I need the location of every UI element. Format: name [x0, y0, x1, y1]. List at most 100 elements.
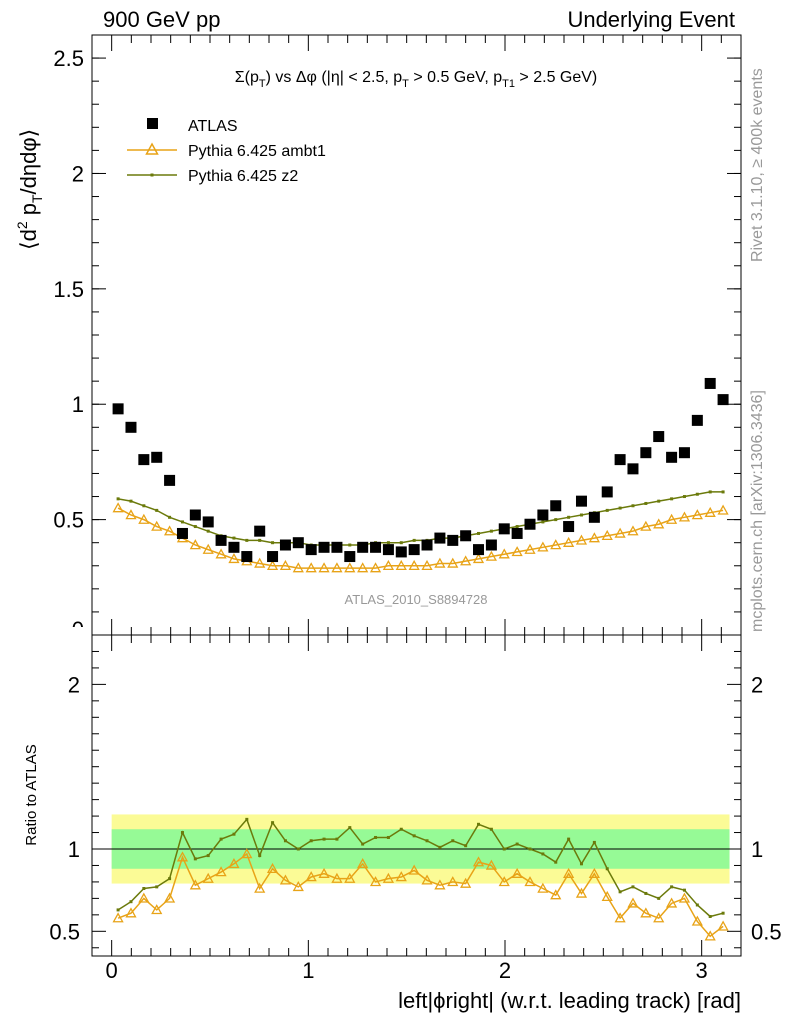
ambt1-ratio-point	[588, 867, 600, 878]
ambt1-point	[421, 559, 433, 571]
z2-point	[721, 490, 725, 494]
ambt1-ratio-point	[151, 904, 163, 915]
bottom-ytick-label: 1	[68, 837, 80, 862]
ambt1-ratio-point	[266, 862, 279, 874]
z2-ratio-point	[271, 821, 275, 825]
ambt1-point	[460, 555, 472, 566]
z2-point	[193, 525, 197, 529]
ambt1-point	[447, 557, 459, 568]
ambt1-point	[614, 527, 626, 538]
z2-point	[567, 515, 571, 519]
x-axis-label: left|ϕright| (w.r.t. leading track) [rad…	[398, 988, 741, 1013]
legend-entry-atlas: ATLAS	[147, 118, 238, 135]
z2-ratio-point	[245, 817, 249, 821]
ambt1-ratio-point	[434, 879, 446, 890]
ambt1-ratio-point	[176, 851, 189, 862]
z2-ratio-point	[258, 854, 262, 858]
z2-point	[206, 529, 210, 533]
z2-point	[142, 504, 146, 508]
top-ytick-label: 2.5	[53, 46, 84, 71]
z2-ratio-point	[695, 903, 699, 907]
header-beam: 900 GeV pp	[103, 7, 220, 32]
ambt1-point	[228, 553, 240, 564]
atlas-point	[370, 541, 382, 553]
ambt1-ratio-point	[395, 871, 407, 882]
ambt1-ratio-point	[382, 872, 395, 883]
z2-ratio-point	[567, 837, 571, 841]
z2-point	[168, 515, 172, 519]
atlas-point	[176, 527, 188, 539]
ambt1-point	[691, 509, 703, 520]
ambt1-point	[138, 513, 150, 524]
ambt1-point	[408, 559, 420, 571]
top-ytick-label: 1.5	[53, 277, 84, 302]
z2-ratio-point	[438, 845, 442, 849]
ratio-panel-frame	[91, 634, 742, 957]
z2-ratio-line	[117, 817, 724, 918]
atlas-point	[653, 431, 665, 443]
bottom-ytick-label: 0.5	[49, 919, 80, 944]
ambt1-ratio-point	[241, 848, 253, 859]
atlas-point	[601, 486, 613, 498]
ambt1-point	[550, 539, 562, 550]
z2-ratio-point	[232, 832, 236, 836]
ambt1-ratio-point	[202, 872, 214, 883]
x-tick-label: 0	[106, 958, 118, 983]
bottom-ytick-label-right: 0.5	[751, 919, 782, 944]
x-tick-label: 2	[499, 958, 511, 983]
z2-ratio-point	[605, 867, 609, 871]
z2-ratio-point	[361, 842, 365, 846]
atlas-point	[640, 447, 652, 459]
atlas-point	[460, 530, 472, 542]
ambt1-point	[305, 562, 317, 573]
atlas-point	[511, 527, 523, 539]
ambt1-ratio-point	[563, 867, 575, 878]
z2-ratio-point	[386, 835, 390, 839]
atlas-point	[485, 539, 497, 551]
ambt1-ratio-point	[472, 856, 485, 867]
z2-point	[412, 538, 416, 542]
z2-point	[631, 504, 635, 508]
atlas-point	[138, 454, 150, 466]
atlas-point	[666, 451, 678, 463]
z2-point	[515, 525, 519, 529]
atlas-point	[112, 403, 124, 415]
z2-point	[670, 497, 674, 501]
z2-ratio-point	[425, 839, 429, 843]
z2-point	[129, 499, 133, 503]
ambt1-ratio-point	[369, 876, 382, 887]
bottom-ytick-label-right: 2	[751, 672, 763, 697]
atlas-point	[151, 451, 163, 463]
ambt1-point	[202, 543, 214, 554]
ambt1-point	[498, 548, 510, 559]
ambt1-point	[151, 520, 163, 531]
z2-point	[579, 513, 583, 517]
z2-ratio-point	[116, 908, 120, 912]
z2-point	[180, 520, 184, 524]
ambt1-ratio-point	[498, 876, 510, 887]
z2-point	[708, 490, 712, 494]
ambt1-point	[575, 534, 588, 545]
ambt1-point	[601, 529, 613, 541]
z2-ratio-point	[721, 911, 725, 915]
ambt1-point	[215, 548, 227, 559]
ambt1-ratio-point	[344, 872, 356, 883]
atlas-point	[395, 546, 407, 558]
ambt1-ratio-point	[601, 890, 613, 901]
atlas-point	[292, 537, 304, 549]
ambt1-point	[382, 559, 395, 571]
z2-ratio-point	[168, 877, 172, 881]
z2-ratio-point	[129, 900, 133, 904]
ambt1-ratio-point	[112, 912, 124, 923]
atlas-point	[614, 454, 626, 466]
z2-point	[116, 497, 120, 501]
ambt1-ratio-point	[447, 876, 459, 887]
ambt1-point	[627, 525, 639, 536]
ambt1-ratio-point	[665, 897, 678, 908]
z2-ratio-point	[322, 837, 326, 841]
z2-ratio-point	[348, 826, 352, 830]
legend-marker-z2	[150, 173, 154, 177]
ambt1-point	[717, 504, 729, 515]
atlas-point	[704, 377, 716, 389]
